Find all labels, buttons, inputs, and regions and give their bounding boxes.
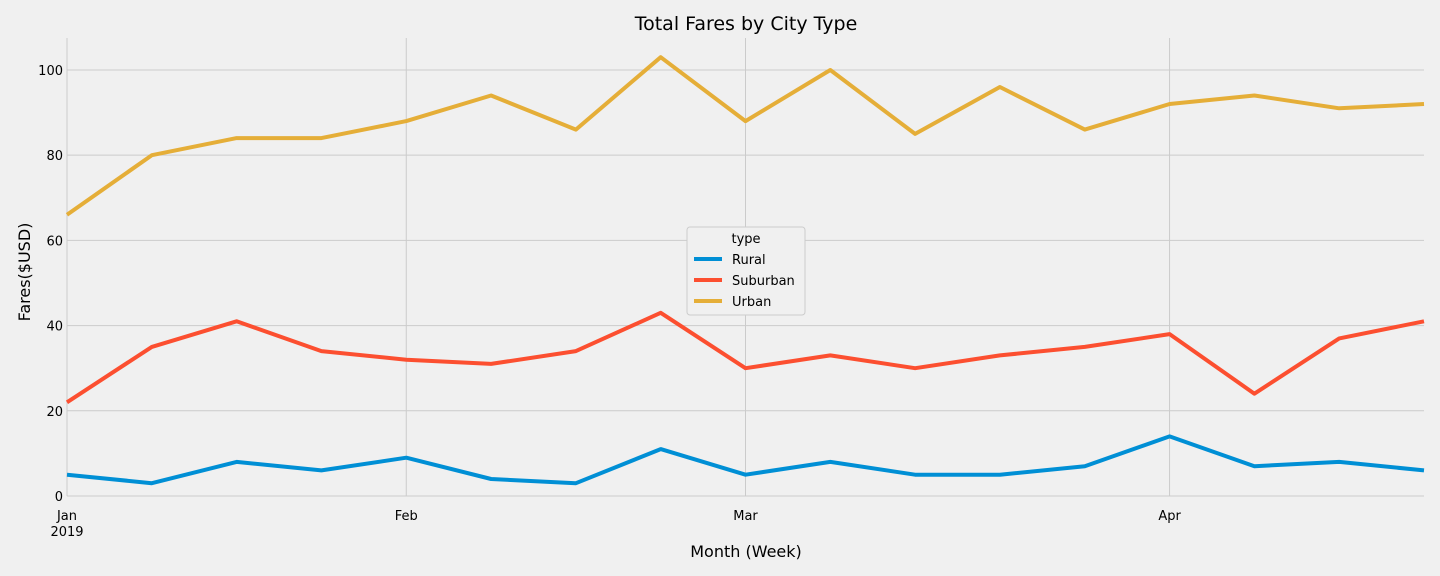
grid bbox=[66, 38, 1424, 497]
x-tick-label-mar: Mar bbox=[733, 509, 758, 524]
y-tick-label-100: 100 bbox=[38, 64, 63, 79]
y-tick-label-80: 80 bbox=[46, 149, 63, 164]
x-tick-label-feb: Feb bbox=[395, 509, 418, 524]
legend-box bbox=[686, 226, 806, 316]
legend-label-urban: Urban bbox=[732, 295, 771, 310]
series-lines bbox=[65, 55, 1425, 486]
y-tick-label-20: 20 bbox=[46, 405, 63, 420]
legend-label-suburban: Suburban bbox=[732, 274, 795, 289]
y-tick-label-60: 60 bbox=[46, 234, 63, 249]
series-line-suburban bbox=[65, 310, 1425, 404]
y-axis-title: Fares($USD) bbox=[15, 223, 34, 322]
y-tick-label-0: 0 bbox=[55, 490, 63, 505]
x-tick-sublabel-year: 2019 bbox=[50, 525, 83, 540]
series-line-rural bbox=[66, 434, 1425, 486]
y-axis-ticks: 0 20 40 60 80 100 bbox=[38, 64, 63, 505]
x-axis-title: Month (Week) bbox=[690, 542, 802, 561]
chart-title: Total Fares by City Type bbox=[634, 13, 858, 35]
x-tick-label-jan: Jan bbox=[56, 509, 77, 524]
x-tick-label-apr: Apr bbox=[1158, 509, 1181, 524]
y-tick-label-40: 40 bbox=[46, 320, 63, 335]
legend-label-rural: Rural bbox=[732, 253, 766, 268]
legend-items: Rural Suburban Urban bbox=[694, 253, 795, 310]
series-line-urban bbox=[65, 55, 1425, 217]
legend-title: type bbox=[731, 232, 760, 247]
legend: type Rural Suburban Urban bbox=[686, 226, 806, 316]
